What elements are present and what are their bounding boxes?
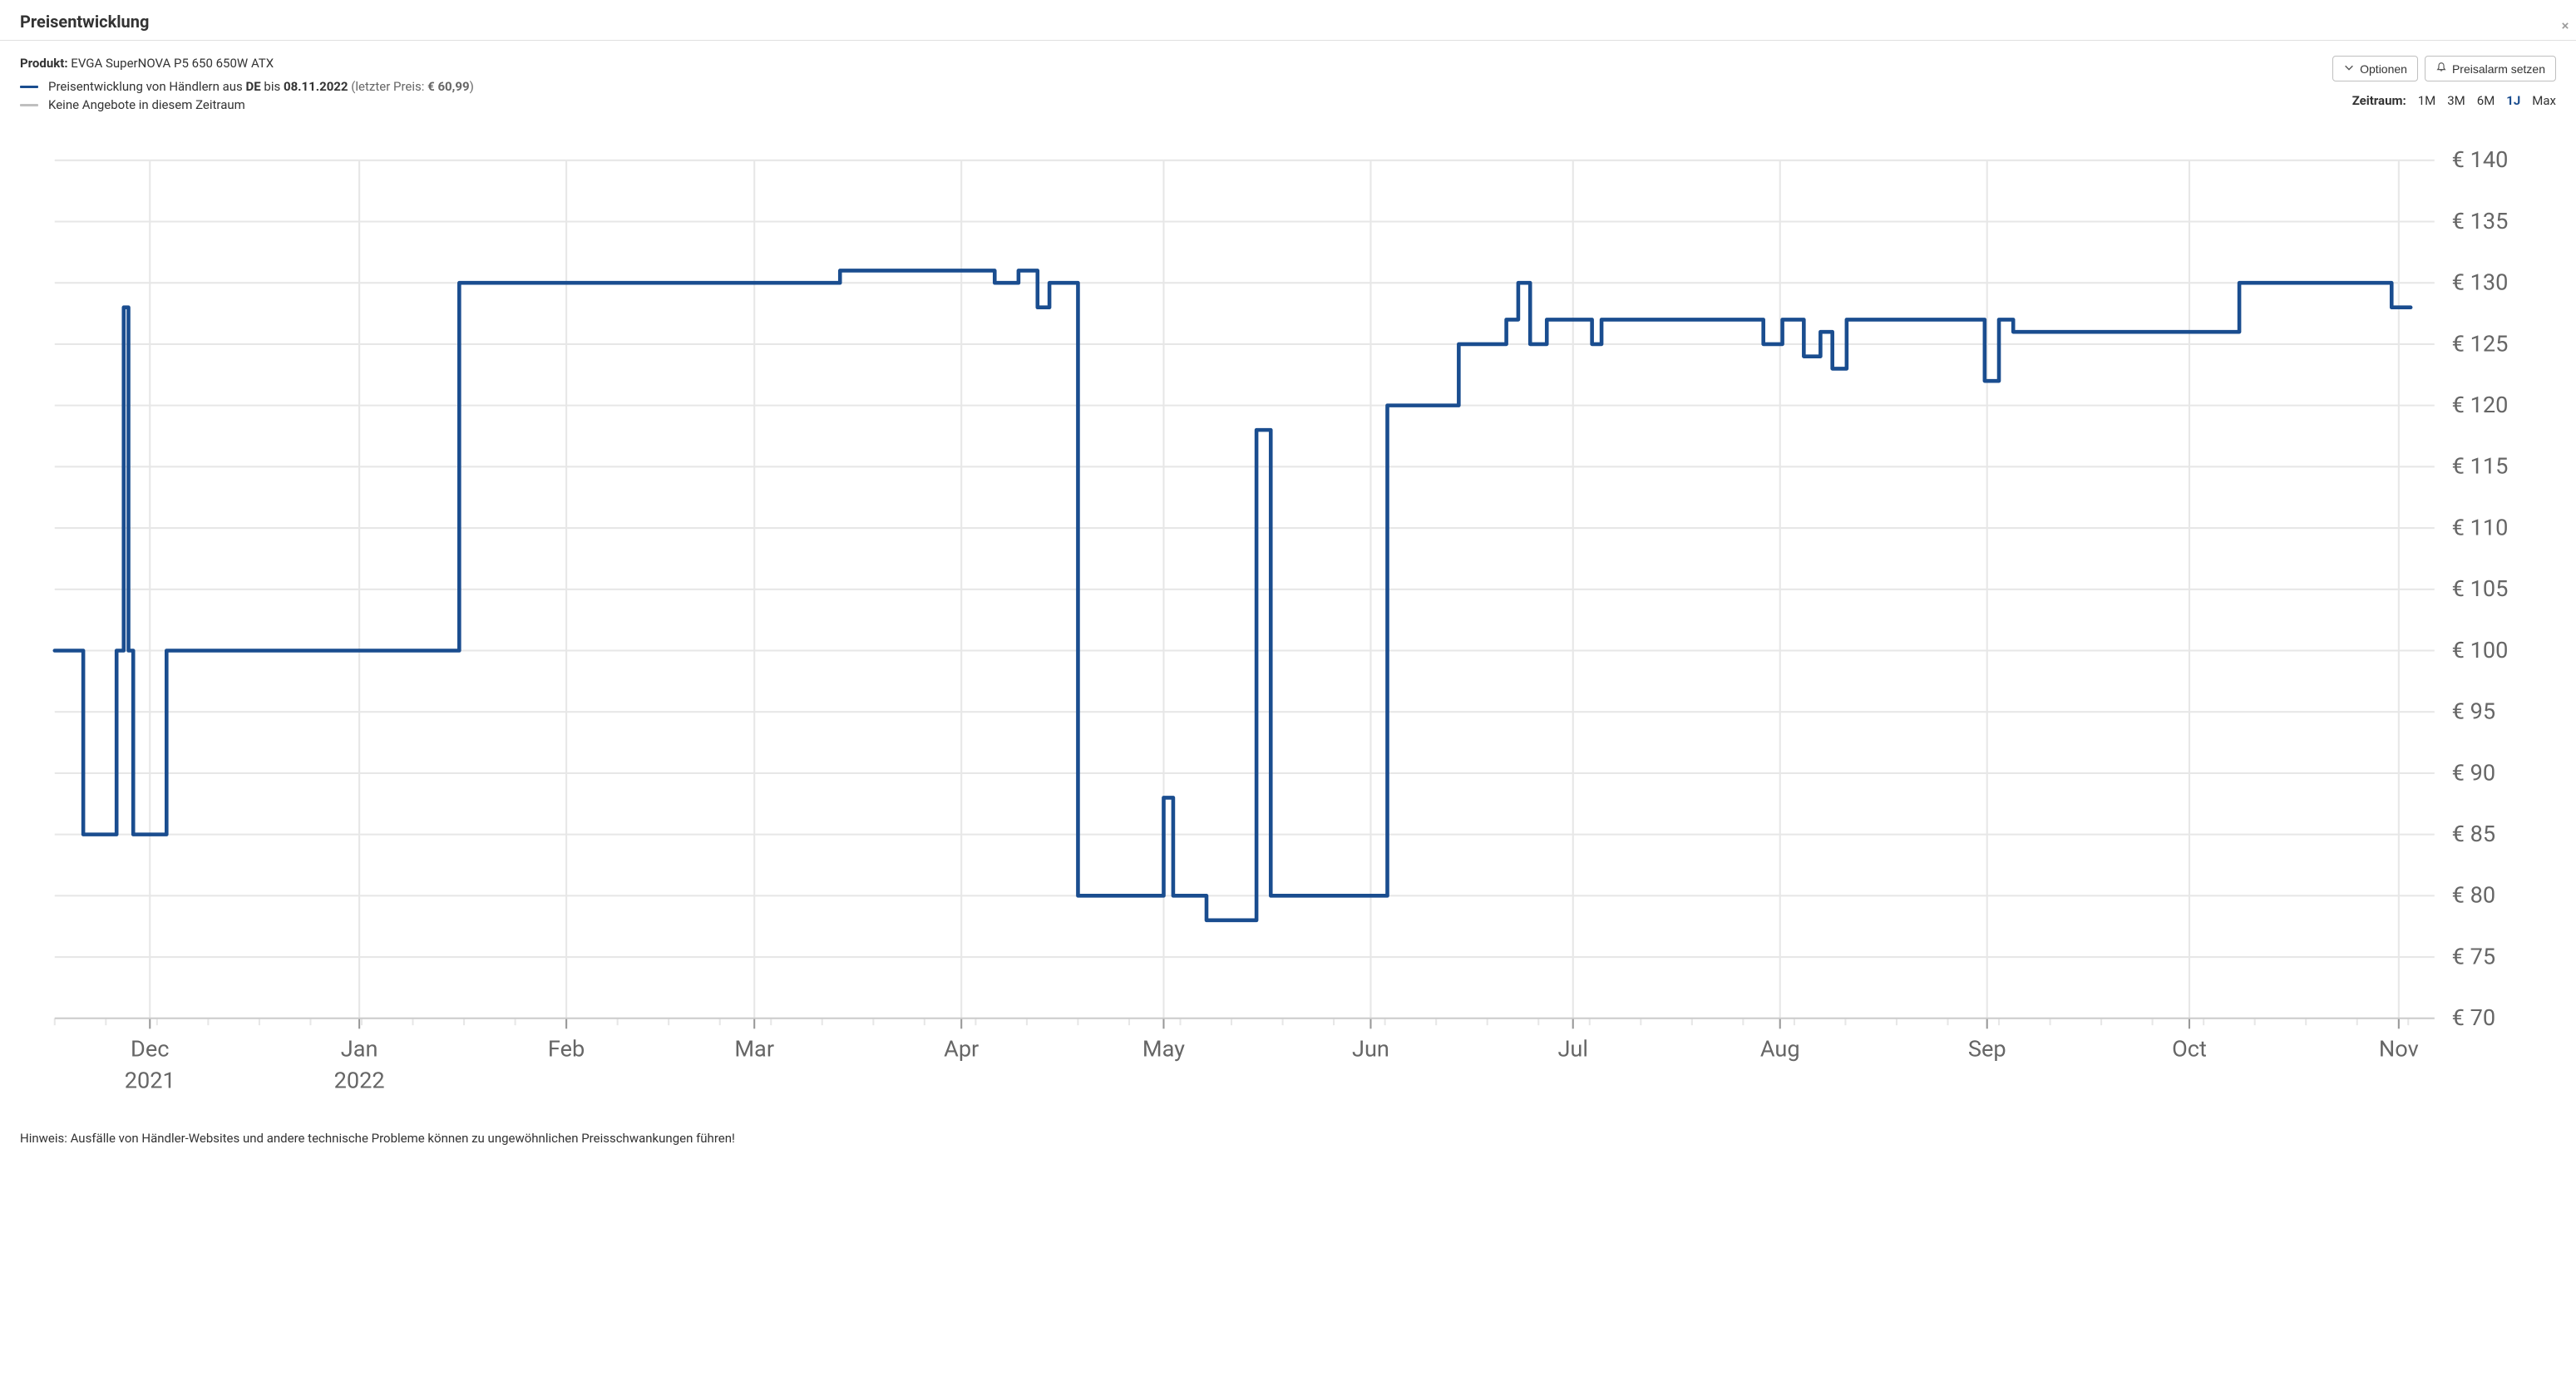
svg-text:€ 80: € 80 <box>2452 882 2496 909</box>
svg-text:Jun: Jun <box>1352 1036 1389 1063</box>
legend-text-close: ) <box>470 79 474 94</box>
svg-text:€ 85: € 85 <box>2452 821 2496 847</box>
legend-text-post: (letzter Preis: <box>348 79 428 94</box>
svg-text:Sep: Sep <box>1968 1036 2006 1063</box>
legend-text-pre: Preisentwicklung von Händlern aus <box>48 79 246 94</box>
svg-text:€ 75: € 75 <box>2452 943 2496 969</box>
svg-text:€ 110: € 110 <box>2452 514 2509 540</box>
price-alarm-button-label: Preisalarm setzen <box>2452 62 2545 76</box>
legend-no-offers: Keine Angebote in diesem Zeitraum <box>48 97 245 112</box>
svg-text:€ 70: € 70 <box>2452 1004 2496 1031</box>
svg-text:€ 95: € 95 <box>2452 698 2496 725</box>
legend-swatch-2 <box>20 104 38 106</box>
timerange-label: Zeitraum: <box>2352 93 2406 108</box>
timerange-option-6M[interactable]: 6M <box>2477 93 2495 108</box>
svg-text:Feb: Feb <box>548 1036 585 1063</box>
chevron-down-icon <box>2343 62 2355 76</box>
timerange-option-3M[interactable]: 3M <box>2447 93 2465 108</box>
svg-text:2021: 2021 <box>125 1067 175 1093</box>
svg-text:Nov: Nov <box>2379 1036 2419 1063</box>
close-icon[interactable] <box>2558 18 2573 33</box>
legend-line-1: Preisentwicklung von Händlern aus DE bis… <box>20 79 2312 94</box>
options-button-label: Optionen <box>2360 62 2407 76</box>
legend-country: DE <box>246 79 261 94</box>
legend-date: 08.11.2022 <box>284 79 348 94</box>
svg-text:€ 105: € 105 <box>2452 575 2509 602</box>
timerange-selector: Zeitraum: 1M 3M 6M 1J Max <box>2352 93 2556 108</box>
page-title: Preisentwicklung <box>20 12 2556 32</box>
svg-text:€ 125: € 125 <box>2452 330 2509 357</box>
svg-text:Apr: Apr <box>944 1036 979 1063</box>
svg-text:Dec: Dec <box>131 1036 169 1063</box>
product-line: Produkt: EVGA SuperNOVA P5 650 650W ATX <box>20 56 2312 71</box>
svg-text:Mar: Mar <box>734 1036 774 1063</box>
legend-last-price: € 60,99 <box>427 79 469 94</box>
svg-text:€ 130: € 130 <box>2452 269 2509 296</box>
hint-text: Hinweis: Ausfälle von Händler-Websites u… <box>0 1126 2576 1162</box>
svg-text:Aug: Aug <box>1760 1036 1800 1063</box>
legend-text-mid: bis <box>261 79 284 94</box>
svg-text:Oct: Oct <box>2172 1036 2207 1063</box>
svg-text:Jan: Jan <box>341 1036 378 1063</box>
product-label: Produkt: <box>20 56 68 71</box>
price-alarm-button[interactable]: Preisalarm setzen <box>2425 56 2556 81</box>
svg-text:May: May <box>1142 1036 1185 1063</box>
legend-swatch-1 <box>20 86 38 88</box>
svg-text:€ 120: € 120 <box>2452 392 2509 418</box>
svg-text:Jul: Jul <box>1557 1036 1588 1063</box>
options-button[interactable]: Optionen <box>2332 56 2418 81</box>
bell-icon <box>2435 62 2447 76</box>
svg-text:€ 135: € 135 <box>2452 208 2509 234</box>
price-chart[interactable]: € 70 € 75 € 80 € 85 € 90 € 95 € 100 € 105 € 110 €… <box>20 126 2556 1116</box>
legend-line-2: Keine Angebote in diesem Zeitraum <box>20 97 2312 112</box>
svg-text:€ 140: € 140 <box>2452 146 2509 173</box>
svg-text:€ 90: € 90 <box>2452 759 2496 786</box>
timerange-option-Max[interactable]: Max <box>2532 93 2556 108</box>
svg-text:€ 115: € 115 <box>2452 453 2509 480</box>
svg-text:€ 100: € 100 <box>2452 637 2509 663</box>
product-name: EVGA SuperNOVA P5 650 650W ATX <box>71 56 274 71</box>
timerange-option-1M[interactable]: 1M <box>2418 93 2436 108</box>
svg-text:2022: 2022 <box>334 1067 385 1093</box>
timerange-option-1J[interactable]: 1J <box>2506 93 2520 108</box>
